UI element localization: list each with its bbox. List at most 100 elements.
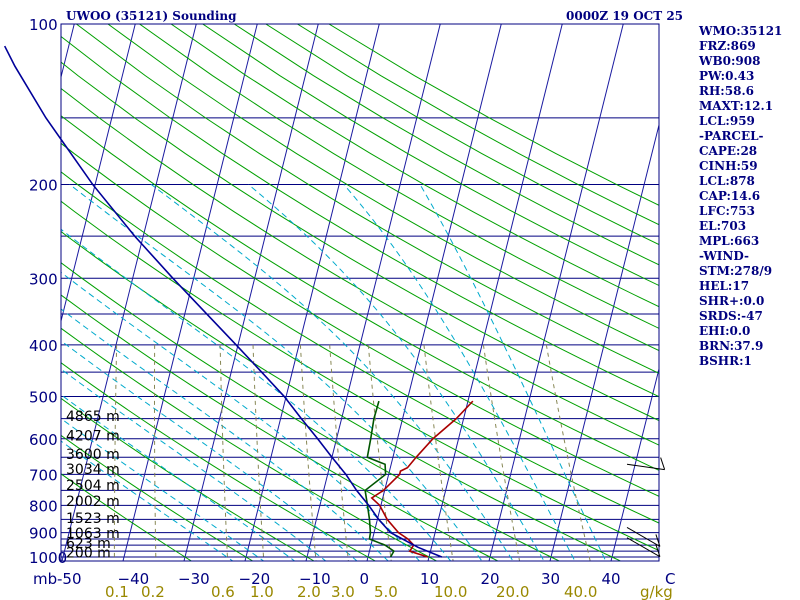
dry-adiabat [61,142,659,497]
dry-adiabat [61,200,659,552]
height-label: 4207 m [66,429,120,445]
parameter-item: STM:278/9 [699,264,773,278]
moist-adiabat [248,184,545,561]
mixing-ratio-line [153,344,157,561]
dry-adiabat [61,473,193,561]
sounding-parameters: WMO:35121 FRZ:869 WB0:908 PW:0.43 RH:58.6 MAX… [699,24,782,369]
temperature-tick-label: -50 [57,570,82,588]
mixing-ratio-line [545,344,591,561]
mixing-ratio-tick-label: 10.0 [434,583,467,600]
height-label: 2504 m [66,478,120,494]
mixing-ratio-line [329,344,349,561]
isotherm-line [488,24,624,561]
parameter-item: WB0:908 [699,54,761,68]
parcel-profile [3,45,443,558]
dry-adiabat [61,61,659,422]
isotherm-line [427,24,563,561]
mixing-ratio-line [252,344,265,561]
pressure-tick-label: 500 [29,389,58,407]
parameter-item: EL:703 [699,219,747,233]
pressure-tick-label: 200 [29,176,58,194]
height-label: 623 m [66,536,111,552]
parameter-item: LFC:753 [699,204,755,218]
dry-adiabat [61,115,659,471]
wind-barb-staff [626,463,665,471]
dry-adiabat [61,230,622,561]
temperature-tick-label: C [662,570,675,588]
mixing-ratio-line [219,344,229,561]
pressure-tick-label: 900 [29,525,58,543]
parameter-item: FRZ:869 [699,39,756,53]
height-label: 1523 m [66,511,120,527]
dry-adiabat [233,24,659,266]
parameter-item: PW:0.43 [699,69,755,83]
parameter-item: LCL:878 [699,174,755,188]
pressure-tick-label: 400 [29,337,58,355]
isotherm-line [610,366,659,561]
dry-adiabat [61,87,659,446]
height-label: 2002 m [66,494,120,510]
parameter-item: -WIND- [699,249,749,263]
pressure-tick-label: 300 [29,270,58,288]
isotherm-line [183,24,319,561]
parameter-item: SRDS:-47 [699,309,763,323]
pressure-unit-label: mb [33,570,57,588]
parameter-item: MAXT:12.1 [699,99,774,113]
isotherm-line [61,24,136,324]
temperature-tick-label: −10 [299,570,331,588]
parameter-item: MPL:663 [699,234,760,248]
moist-adiabat [150,184,514,561]
temperature-tick-label: 40 [602,570,621,588]
moist-adiabat [419,184,607,561]
pressure-tick-label: 800 [29,497,58,515]
parameter-item: EHI:0.0 [699,324,751,338]
mixing-ratio-tick-label: 0.2 [141,583,165,600]
plot-area [61,24,659,561]
temperature-tick-label: 0 [360,570,370,588]
dry-adiabat [107,24,659,352]
isotherm-line [366,24,502,561]
wind-barb-flag [655,534,661,547]
moist-adiabat [61,368,327,561]
height-label: 4865 m [66,409,120,425]
parameter-item: CINH:59 [699,159,758,173]
dry-adiabat [61,362,377,561]
dry-adiabat [170,24,659,308]
parameter-item: HEL:17 [699,279,750,293]
pressure-tick-label: 1000 [29,549,67,567]
parameter-item: BSHR:1 [699,354,752,368]
mixing-ratio-line [299,344,317,561]
parameter-item: CAP:14.6 [699,189,761,203]
dry-adiabat [61,434,254,561]
height-label: 1063 m [66,526,120,542]
temperature-tick-label: −40 [118,570,150,588]
mixing-ratio-tick-label: 2.0 [297,583,321,600]
temperature-profile [370,400,474,558]
parameter-item: LCL:959 [699,114,755,128]
mixing-ratio-line [113,344,118,561]
mixing-ratio-tick-label: 0.6 [211,583,235,600]
mixing-ratio-tick-label: 3.0 [331,583,355,600]
chart-title: UWOO (35121) Sounding [66,9,237,23]
dry-adiabat [61,171,659,524]
parameter-item: WMO:35121 [699,24,783,38]
chart-datetime: 0000Z 19 OCT 25 [566,9,684,23]
plot-frame [60,23,660,562]
dry-adiabat [61,327,438,561]
parameter-item: RH:58.6 [699,84,754,98]
mixing-ratio-line [367,344,392,561]
pressure-tick-label: 600 [29,431,58,449]
mixing-ratio-tick-label: 20.0 [496,583,529,600]
height-label: 3600 m [66,447,120,463]
dry-adiabat [76,24,659,374]
parameter-item: BRN:37.9 [699,339,764,353]
moist-adiabat [61,340,358,561]
wind-barb-staff [626,537,661,558]
moist-adiabat [343,184,576,561]
wind-barb-flag [655,544,661,557]
wind-barb-staff [626,526,661,547]
dry-adiabat [61,294,499,561]
pressure-tick-label: 700 [29,466,58,484]
mixing-ratio-line [482,344,521,561]
